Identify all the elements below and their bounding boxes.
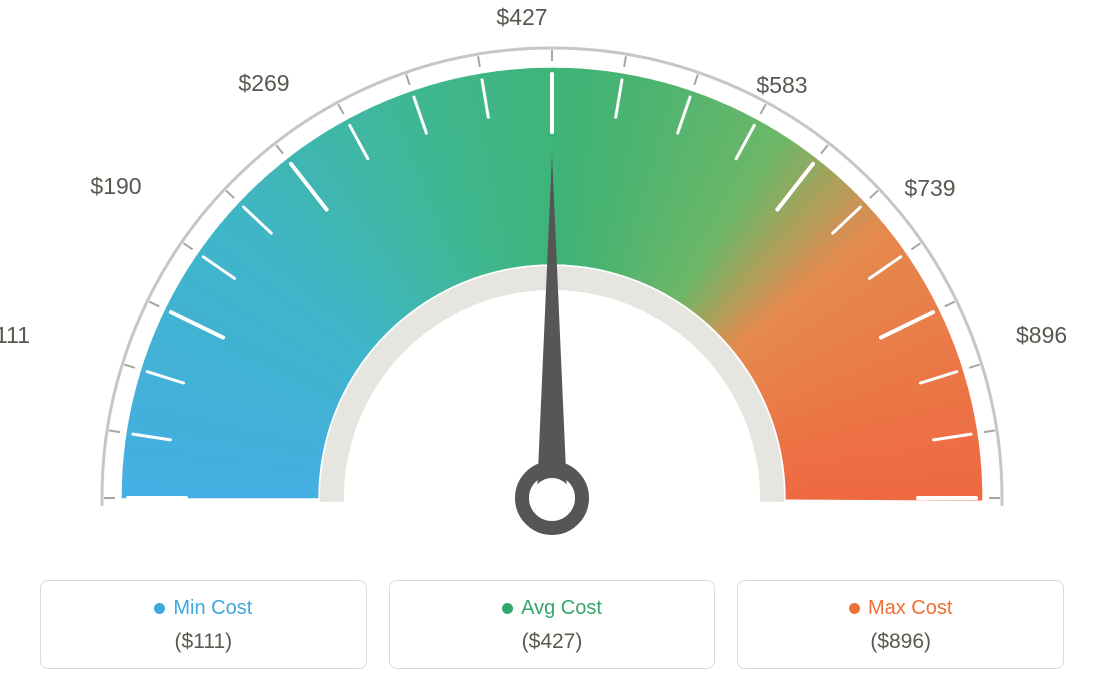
legend-value-min: ($111) — [51, 630, 356, 654]
gauge-tick-label: $269 — [238, 70, 289, 97]
gauge-tick-label: $896 — [1016, 322, 1067, 349]
gauge-tick-label: $739 — [904, 175, 955, 202]
legend-title-max: Max Cost — [849, 597, 952, 620]
legend-dot-avg — [502, 603, 513, 614]
legend-title-text: Min Cost — [173, 597, 252, 620]
legend-title-min: Min Cost — [154, 597, 252, 620]
legend-card-avg: Avg Cost ($427) — [389, 580, 716, 669]
legend-row: Min Cost ($111) Avg Cost ($427) Max Cost ($89… — [0, 580, 1104, 669]
legend-title-text: Max Cost — [868, 597, 952, 620]
legend-title-text: Avg Cost — [521, 597, 602, 620]
legend-dot-max — [849, 603, 860, 614]
gauge-tick-label: $111 — [0, 322, 30, 349]
legend-dot-min — [154, 603, 165, 614]
legend-card-min: Min Cost ($111) — [40, 580, 367, 669]
gauge-tick-label: $583 — [756, 72, 807, 99]
cost-gauge-chart: $111 $190 $269 $427 $583 $739 $896 — [0, 0, 1104, 560]
legend-value-max: ($896) — [748, 630, 1053, 654]
legend-title-avg: Avg Cost — [502, 597, 602, 620]
gauge-tick-label: $190 — [90, 173, 141, 200]
legend-value-avg: ($427) — [400, 630, 705, 654]
legend-card-max: Max Cost ($896) — [737, 580, 1064, 669]
gauge-tick-label: $427 — [496, 4, 547, 31]
